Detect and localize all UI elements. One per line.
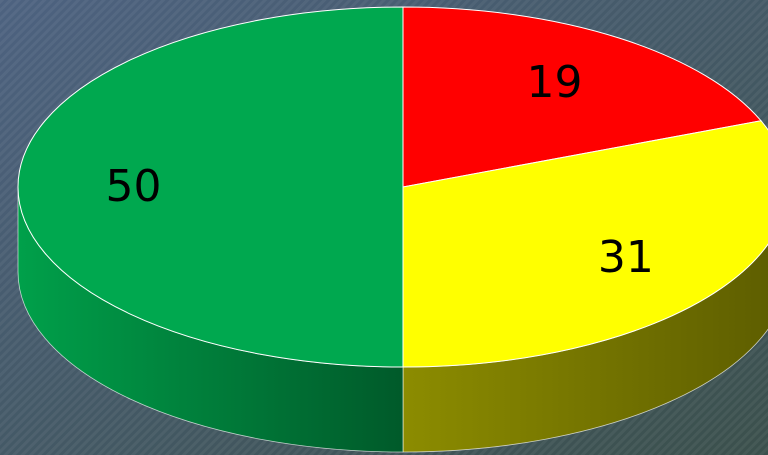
pie-tops [17,6,768,368]
slice [402,120,768,368]
data-labels: 19 31 50 [106,57,654,283]
slice [402,6,762,188]
data-label: 31 [598,232,654,283]
data-label: 19 [526,57,582,108]
data-label: 50 [106,161,162,212]
slice [17,6,404,368]
